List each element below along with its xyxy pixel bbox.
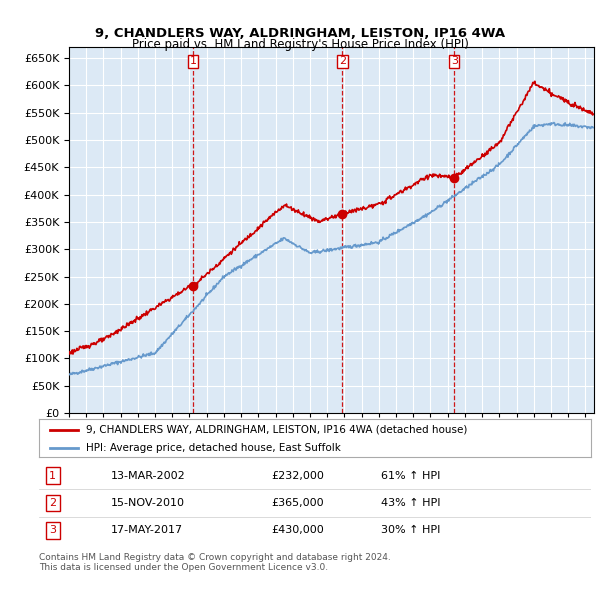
Text: 3: 3 <box>451 57 458 66</box>
Text: 9, CHANDLERS WAY, ALDRINGHAM, LEISTON, IP16 4WA: 9, CHANDLERS WAY, ALDRINGHAM, LEISTON, I… <box>95 27 505 40</box>
Text: 15-NOV-2010: 15-NOV-2010 <box>111 498 185 508</box>
Text: 43% ↑ HPI: 43% ↑ HPI <box>381 498 441 508</box>
Text: This data is licensed under the Open Government Licence v3.0.: This data is licensed under the Open Gov… <box>39 563 328 572</box>
Text: 1: 1 <box>190 57 196 66</box>
Text: 9, CHANDLERS WAY, ALDRINGHAM, LEISTON, IP16 4WA (detached house): 9, CHANDLERS WAY, ALDRINGHAM, LEISTON, I… <box>86 425 467 435</box>
Text: 2: 2 <box>339 57 346 66</box>
Text: 3: 3 <box>49 525 56 535</box>
Text: 17-MAY-2017: 17-MAY-2017 <box>111 525 183 535</box>
Text: Price paid vs. HM Land Registry's House Price Index (HPI): Price paid vs. HM Land Registry's House … <box>131 38 469 51</box>
Text: 61% ↑ HPI: 61% ↑ HPI <box>381 471 440 481</box>
Text: HPI: Average price, detached house, East Suffolk: HPI: Average price, detached house, East… <box>86 442 341 453</box>
Text: 1: 1 <box>49 471 56 481</box>
Text: 13-MAR-2002: 13-MAR-2002 <box>111 471 185 481</box>
Text: 30% ↑ HPI: 30% ↑ HPI <box>381 525 440 535</box>
Text: £430,000: £430,000 <box>271 525 323 535</box>
Text: Contains HM Land Registry data © Crown copyright and database right 2024.: Contains HM Land Registry data © Crown c… <box>39 553 391 562</box>
Text: £232,000: £232,000 <box>271 471 324 481</box>
Text: £365,000: £365,000 <box>271 498 323 508</box>
Text: 2: 2 <box>49 498 56 508</box>
